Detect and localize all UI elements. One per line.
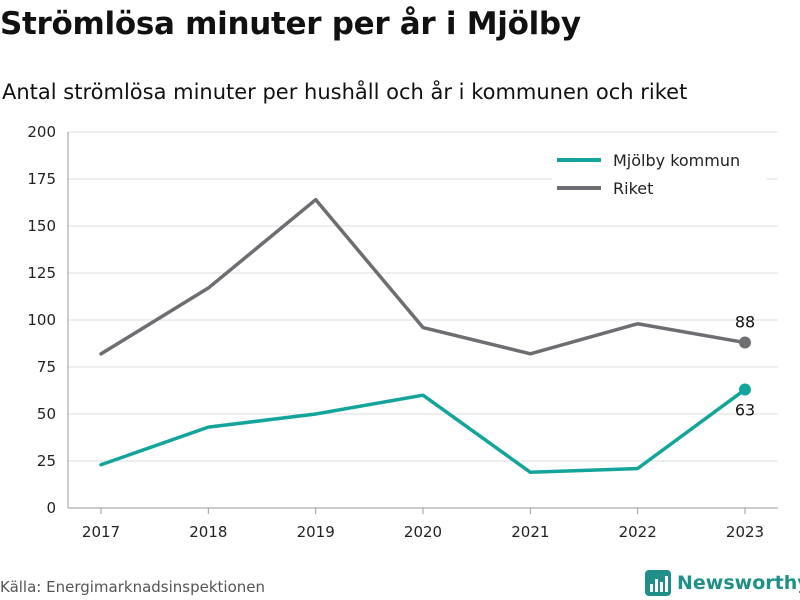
legend-label: Mjölby kommun xyxy=(613,151,740,170)
brand-name: Newsworthy xyxy=(677,572,800,594)
x-tick-label: 2020 xyxy=(404,523,442,541)
y-tick-label: 100 xyxy=(27,311,56,329)
y-tick-label: 50 xyxy=(37,405,56,423)
y-tick-label: 125 xyxy=(27,264,56,282)
series-line-mj-lby-kommun xyxy=(99,387,747,475)
y-tick-label: 75 xyxy=(37,358,56,376)
y-tick-label: 25 xyxy=(37,452,56,470)
legend-background xyxy=(552,145,766,205)
x-axis-ticks: 2017 2018 2019 2020 2021 2022 2023 xyxy=(82,508,764,541)
x-tick-label: 2019 xyxy=(297,523,335,541)
y-tick-label: 200 xyxy=(27,123,56,141)
end-point-mj-lby-kommun xyxy=(739,383,751,396)
series-lines: 63 88 xyxy=(99,197,755,475)
y-tick-label: 150 xyxy=(27,217,56,235)
y-axis-ticks: 0 25 50 75 100 125 150 175 200 xyxy=(27,123,56,517)
end-value-label: 88 xyxy=(735,313,755,332)
brand-logo: Newsworthy xyxy=(645,570,800,596)
x-tick-label: 2023 xyxy=(726,523,764,541)
chart-subtitle: Antal strömlösa minuter per hushåll och … xyxy=(2,80,688,104)
end-value-label: 63 xyxy=(735,401,755,420)
source-note: Källa: Energimarknadsinspektionen xyxy=(0,578,266,596)
y-tick-label: 175 xyxy=(27,170,56,188)
end-point-riket xyxy=(739,336,751,349)
x-tick-label: 2022 xyxy=(619,523,657,541)
legend: Mjölby kommun Riket xyxy=(552,145,766,205)
newsworthy-logo-icon xyxy=(645,570,671,596)
chart-title: Strömlösa minuter per år i Mjölby xyxy=(0,6,581,42)
series-line-riket xyxy=(99,197,747,356)
x-tick-label: 2017 xyxy=(82,523,120,541)
x-tick-label: 2018 xyxy=(189,523,227,541)
x-tick-label: 2021 xyxy=(511,523,549,541)
y-tick-label: 0 xyxy=(46,499,56,517)
legend-label: Riket xyxy=(613,179,653,198)
